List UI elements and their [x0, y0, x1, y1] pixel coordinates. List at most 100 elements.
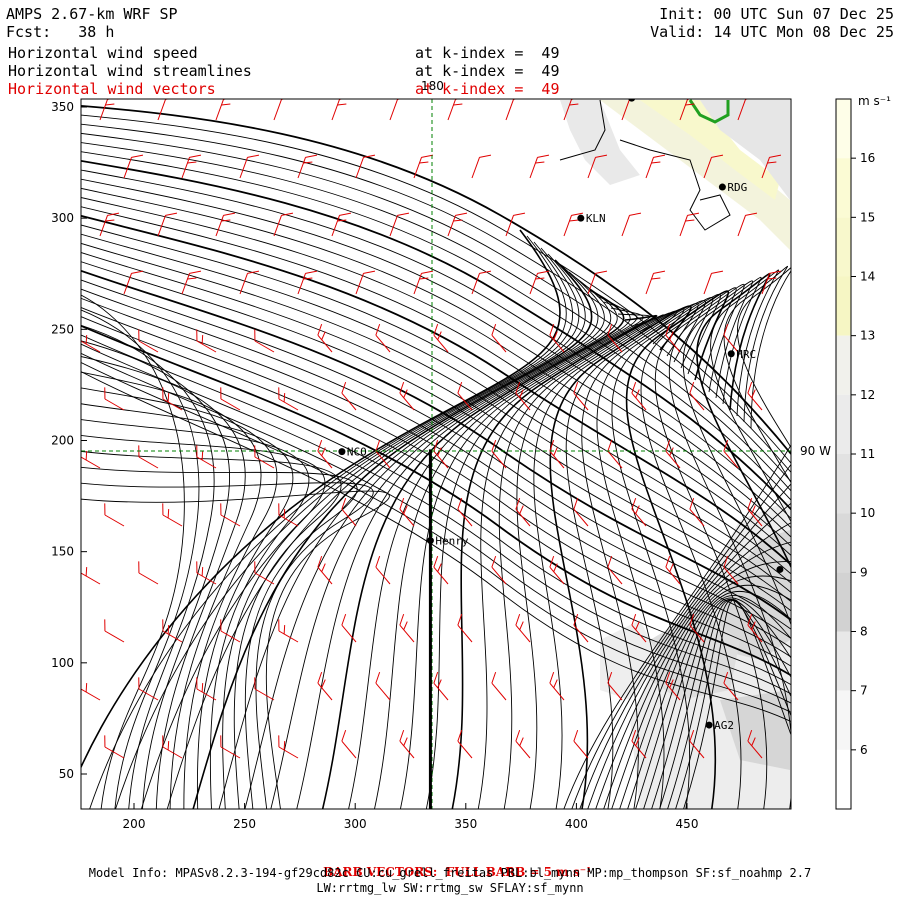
streamline	[625, 290, 730, 809]
wind-barb	[123, 154, 144, 179]
wind-barb	[138, 677, 159, 701]
streamline	[81, 233, 791, 584]
wind-barb	[491, 323, 507, 353]
streamline	[611, 293, 721, 809]
station-label: KLN	[586, 212, 606, 225]
y-axis: 350 300 250 200 150 100 50	[51, 100, 87, 781]
wind-barb	[317, 555, 333, 585]
wind-barb	[515, 613, 531, 643]
colorbar-label: 13	[860, 329, 875, 343]
wind-barb	[549, 555, 565, 585]
valid-time: Valid: 14 UTC Mon 08 Dec 25	[650, 23, 894, 41]
wind-barb	[399, 729, 415, 759]
wind-barb	[607, 671, 623, 701]
wind-barb	[447, 212, 468, 237]
streamline	[477, 314, 664, 809]
wind-barb	[375, 671, 391, 701]
station-label: AG2	[714, 719, 734, 732]
wind-barb	[399, 497, 415, 527]
wind-barb	[215, 212, 236, 237]
wind-barb	[297, 154, 318, 179]
x-tick-label: 450	[676, 817, 699, 831]
streamline	[81, 214, 791, 566]
barb-legend: BARB VECTORS: FULL BARB = 5 m s⁻¹	[323, 865, 592, 879]
streamline	[651, 597, 791, 809]
wind-barb	[689, 381, 705, 411]
wind-barb	[587, 270, 608, 295]
x-tick-label: 300	[344, 817, 367, 831]
colorbar: 16 15 14 13 12 11 10 9 8 7 6	[835, 98, 875, 810]
streamline	[627, 584, 791, 809]
y-tick-label: 350	[51, 100, 74, 114]
wind-barb	[631, 729, 647, 759]
streamline	[81, 252, 791, 603]
wind-barb	[703, 270, 724, 295]
wind-barb	[162, 735, 183, 759]
wind-barb	[138, 329, 159, 353]
field-1-name: Horizontal wind speed	[8, 44, 198, 62]
streamline	[81, 151, 791, 501]
streamline	[81, 466, 358, 809]
streamline	[611, 560, 791, 809]
y-tick-label: 50	[59, 767, 74, 781]
y-tick-label: 100	[51, 656, 74, 670]
wind-barb	[471, 154, 492, 179]
wind-barb	[162, 619, 183, 643]
wind-barb	[761, 270, 782, 295]
streamline	[81, 114, 791, 464]
streamline	[218, 265, 599, 809]
streamline	[723, 266, 791, 484]
wind-barb	[457, 497, 473, 527]
streamline	[737, 267, 791, 449]
colorbar-swatch	[836, 99, 851, 159]
model-title: AMPS 2.67-km WRF SP	[6, 5, 178, 23]
x-tick-label: 250	[233, 817, 256, 831]
streamline	[81, 294, 185, 809]
wind-barb	[491, 555, 507, 585]
wind-barb	[703, 154, 724, 179]
wind-barb	[254, 329, 275, 353]
streamline	[81, 297, 791, 649]
wind-barb	[254, 677, 275, 701]
wind-barb	[215, 99, 236, 121]
wind-barb	[515, 497, 531, 527]
wind-barbs	[81, 99, 782, 759]
colorbar-label: 10	[860, 506, 875, 520]
stations: NCO Henry KLN HRC RDG AG2	[338, 99, 784, 732]
streamline	[659, 599, 791, 809]
streamline	[579, 483, 791, 809]
wind-barb	[399, 381, 415, 411]
colorbar-swatch	[836, 513, 851, 573]
streamline	[81, 356, 246, 809]
wind-barb	[278, 387, 299, 411]
wind-barb	[375, 439, 391, 469]
coastline	[688, 99, 730, 124]
wind-barb	[665, 439, 681, 469]
wind-barb	[196, 677, 217, 701]
wind-barb	[573, 613, 589, 643]
wind-barb	[341, 613, 357, 643]
wind-barb	[689, 613, 705, 643]
wind-barb	[104, 619, 125, 643]
streamline	[595, 522, 791, 809]
x-tick-label: 400	[565, 817, 588, 831]
wind-barb	[341, 381, 357, 411]
streamline	[81, 361, 791, 713]
streamline	[81, 224, 791, 575]
colorbar-label: 8	[860, 625, 868, 639]
wind-barb	[631, 613, 647, 643]
wind-barb	[104, 387, 125, 411]
colorbar-swatch	[836, 572, 851, 632]
wind-barb	[162, 387, 183, 411]
forecast-hour: Fcst: 38 h	[6, 23, 115, 41]
colorbar-label: 15	[860, 210, 875, 224]
wind-barb	[220, 387, 241, 411]
wind-barb	[433, 671, 449, 701]
colorbar-swatch	[836, 335, 851, 395]
streamline	[81, 309, 200, 809]
wind-barb	[433, 439, 449, 469]
streamline	[81, 169, 791, 520]
wind-barb	[447, 99, 468, 121]
streamline	[81, 187, 791, 538]
streamline	[81, 288, 791, 640]
